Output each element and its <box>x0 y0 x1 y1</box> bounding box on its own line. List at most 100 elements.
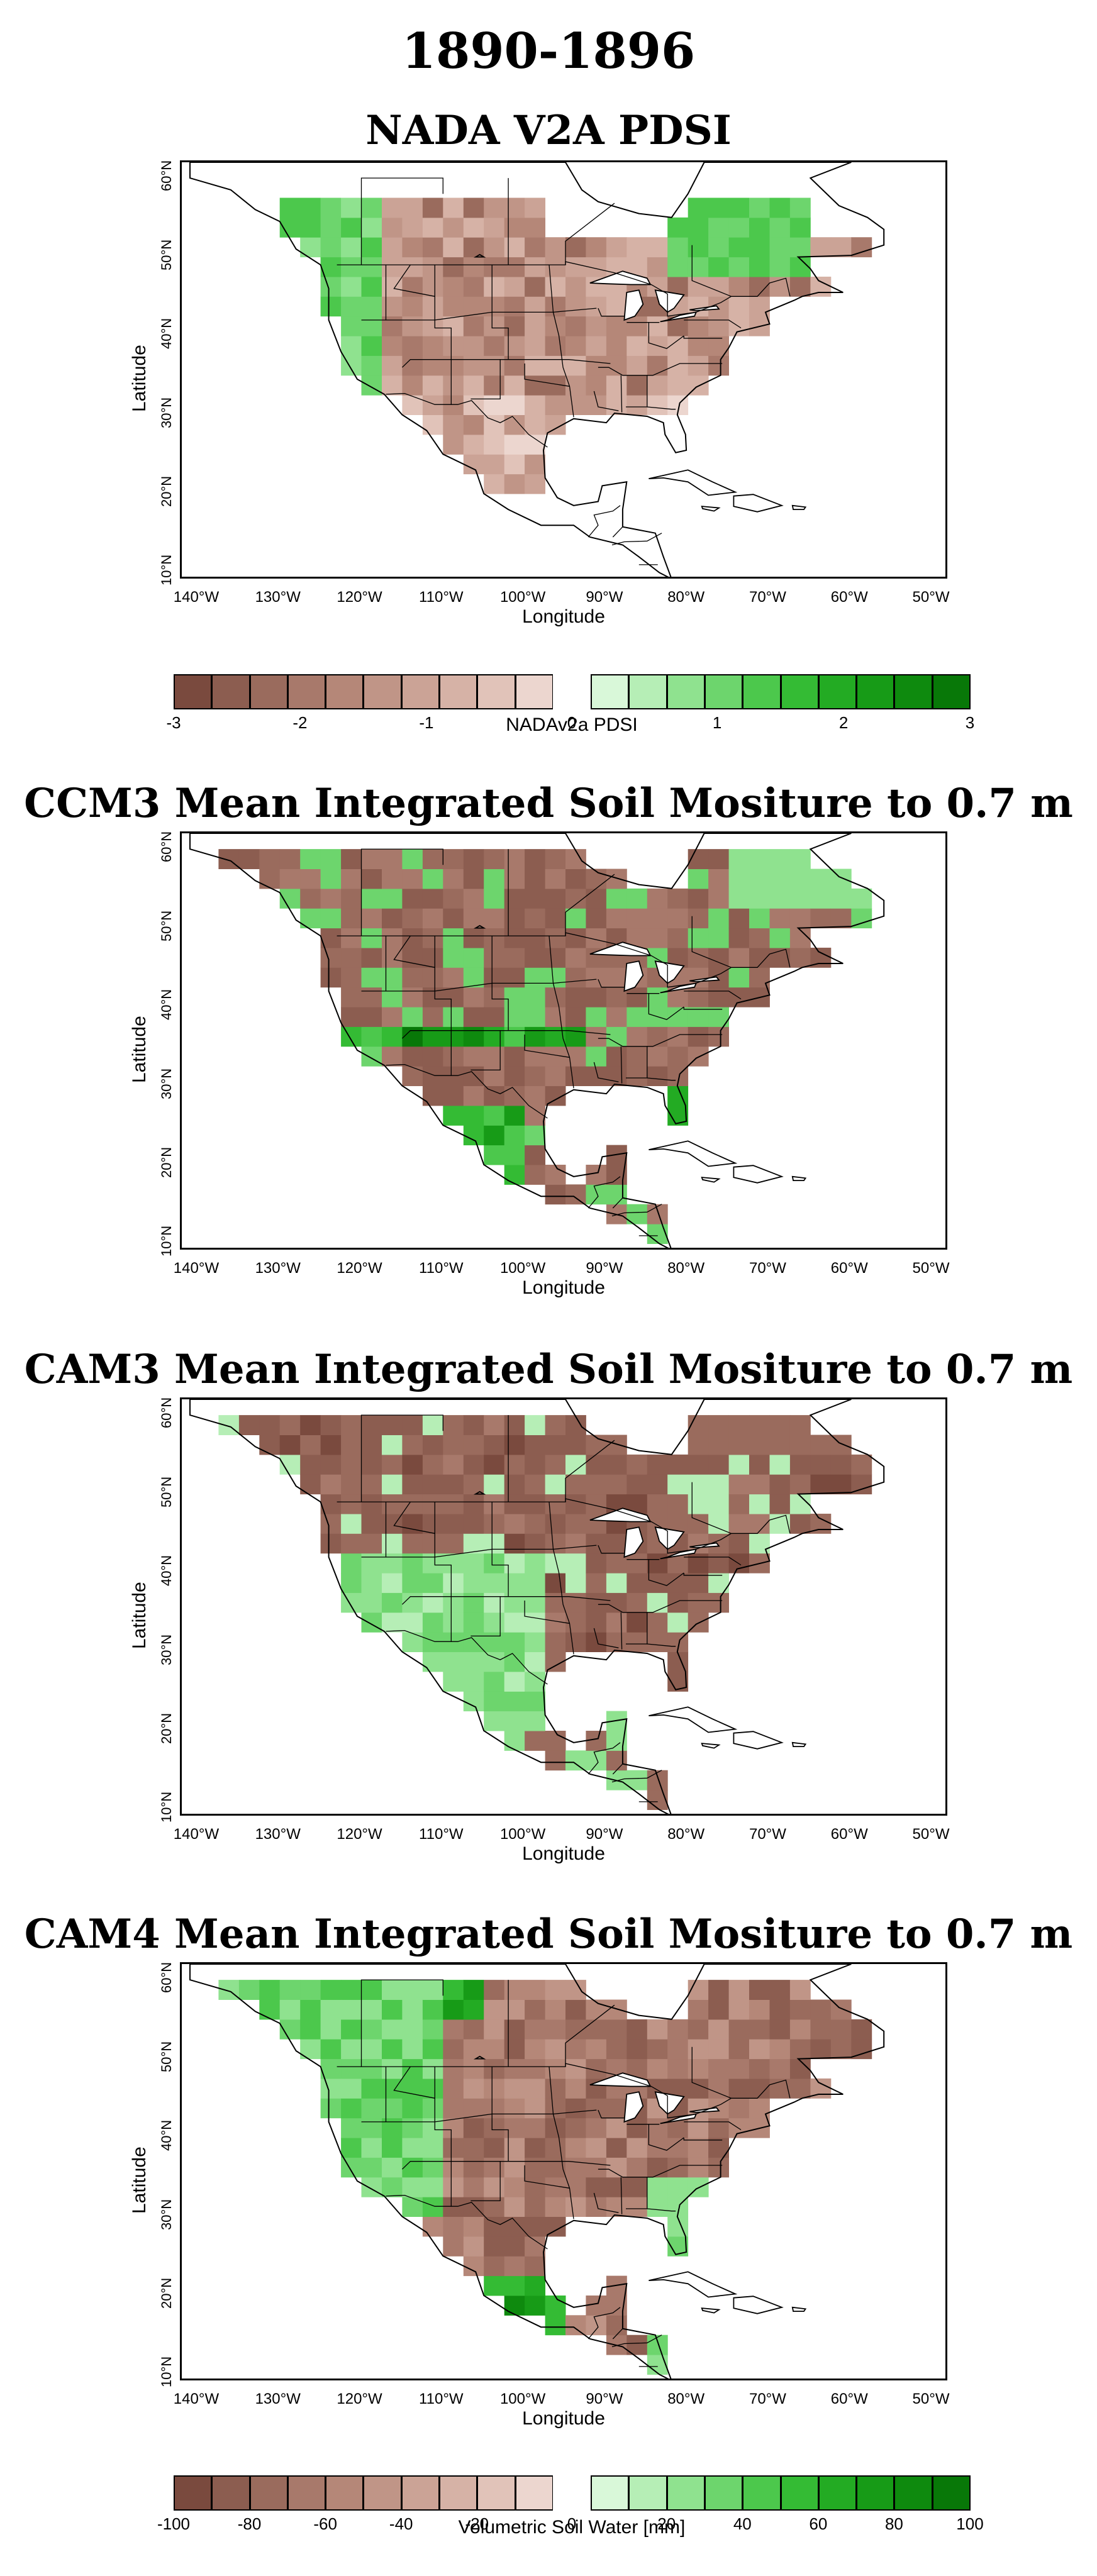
grid-cell <box>565 908 586 929</box>
great-lake <box>623 1526 644 1558</box>
grid-cell <box>382 1007 403 1027</box>
grid-cell <box>749 1415 770 1435</box>
grid-cell <box>728 316 750 336</box>
lon-tick-label: 80°W <box>667 1826 705 1843</box>
grid-cell <box>443 908 464 929</box>
grid-cell <box>422 849 443 869</box>
grid-cell <box>422 1435 443 1455</box>
grid-cell <box>525 197 545 218</box>
grid-cell <box>545 1184 566 1205</box>
lon-tick-label: 60°W <box>830 589 868 606</box>
grid-cell <box>789 2039 811 2060</box>
grid-cell <box>504 1066 525 1086</box>
lon-tick-label: 130°W <box>255 2390 301 2407</box>
grid-cell <box>484 237 505 258</box>
grid-cell <box>586 2118 607 2138</box>
grid-cell <box>586 237 607 258</box>
grid-cell <box>545 2197 566 2217</box>
grid-cell <box>545 1553 566 1574</box>
grid-cell <box>606 336 627 356</box>
grid-cell <box>586 869 607 889</box>
lat-tick-label: 60°N <box>159 160 174 192</box>
grid-cell <box>382 2157 403 2178</box>
grid-cell <box>830 2019 852 2040</box>
grid-cell <box>688 1007 709 1027</box>
lon-tick-label: 140°W <box>173 1260 220 1277</box>
grid-cell <box>830 1474 852 1495</box>
grid-cell <box>484 2019 505 2040</box>
grid-cell <box>769 908 791 929</box>
grid-cell <box>586 2098 607 2119</box>
grid-cell <box>341 2157 362 2178</box>
lat-tick-label: 30°N <box>159 2199 174 2230</box>
grid-cell <box>341 1999 362 2020</box>
grid-cell <box>586 336 607 356</box>
grid-cell <box>422 2058 443 2079</box>
grid-cell <box>626 2177 648 2197</box>
grid-cell <box>525 1632 545 1652</box>
grid-cell <box>525 1652 545 1672</box>
grid-cell <box>525 987 545 1008</box>
grid-cell <box>545 1454 566 1475</box>
grid-cell <box>708 2039 729 2060</box>
grid-cell <box>361 2177 382 2197</box>
grid-cell <box>341 2058 362 2079</box>
grid-cell <box>769 1454 791 1475</box>
colorbar-swatch <box>249 674 288 709</box>
grid-cell <box>422 2157 443 2178</box>
grid-cell <box>443 1474 464 1495</box>
grid-cell <box>810 2039 832 2060</box>
grid-cell <box>402 987 423 1008</box>
grid-cell <box>525 2296 545 2316</box>
colorbar-swatch <box>742 674 781 709</box>
grid-cell <box>504 1513 525 1534</box>
grid-cell <box>525 1454 545 1475</box>
grid-cell <box>667 2177 689 2197</box>
grid-cell <box>504 1711 525 1731</box>
grid-cell <box>504 316 525 336</box>
political-border <box>548 1502 574 1655</box>
grid-cell <box>341 1026 362 1047</box>
grid-cell <box>320 869 342 889</box>
grid-cell <box>667 1573 689 1593</box>
grid-cell <box>279 197 301 218</box>
grid-cell <box>525 316 545 336</box>
colorbar-swatch <box>211 2475 250 2511</box>
colorbar-swatch <box>211 674 250 709</box>
grid-cell <box>810 1474 832 1495</box>
grid-cell <box>463 849 484 869</box>
grid-cell <box>708 355 729 376</box>
grid-cell <box>382 1513 403 1534</box>
colorbar-swatch <box>515 2475 554 2511</box>
grid-cell <box>565 2315 586 2336</box>
grid-cell <box>565 1435 586 1455</box>
grid-cell <box>789 217 811 238</box>
grid-cell <box>320 2078 342 2099</box>
grid-cell <box>647 987 668 1008</box>
grid-cell <box>525 1415 545 1435</box>
lat-tick-label: 60°N <box>159 831 174 863</box>
great-lake <box>660 1548 698 1560</box>
colorbar-swatch <box>666 2475 705 2511</box>
political-border <box>471 359 501 400</box>
grid-cell <box>565 2078 586 2099</box>
grid-cell <box>525 1145 545 1165</box>
grid-cell <box>565 1553 586 1574</box>
grid-cell <box>320 1980 342 2000</box>
grid-cells <box>218 849 872 1244</box>
grid-cell <box>728 276 750 297</box>
grid-cell <box>382 237 403 258</box>
political-border <box>491 1502 509 1597</box>
political-border <box>593 391 619 411</box>
grid-cell <box>463 395 484 415</box>
x-axis-label: Longitude <box>522 1277 605 1298</box>
grid-cell <box>728 197 750 218</box>
grid-cell <box>422 217 443 238</box>
grid-cell <box>728 908 750 929</box>
grid-cell <box>728 296 750 317</box>
grid-cell <box>402 2177 423 2197</box>
grid-cell <box>688 2118 709 2138</box>
grid-cell <box>361 1007 382 1027</box>
grid-cell <box>422 1415 443 1435</box>
grid-cell <box>361 355 382 376</box>
